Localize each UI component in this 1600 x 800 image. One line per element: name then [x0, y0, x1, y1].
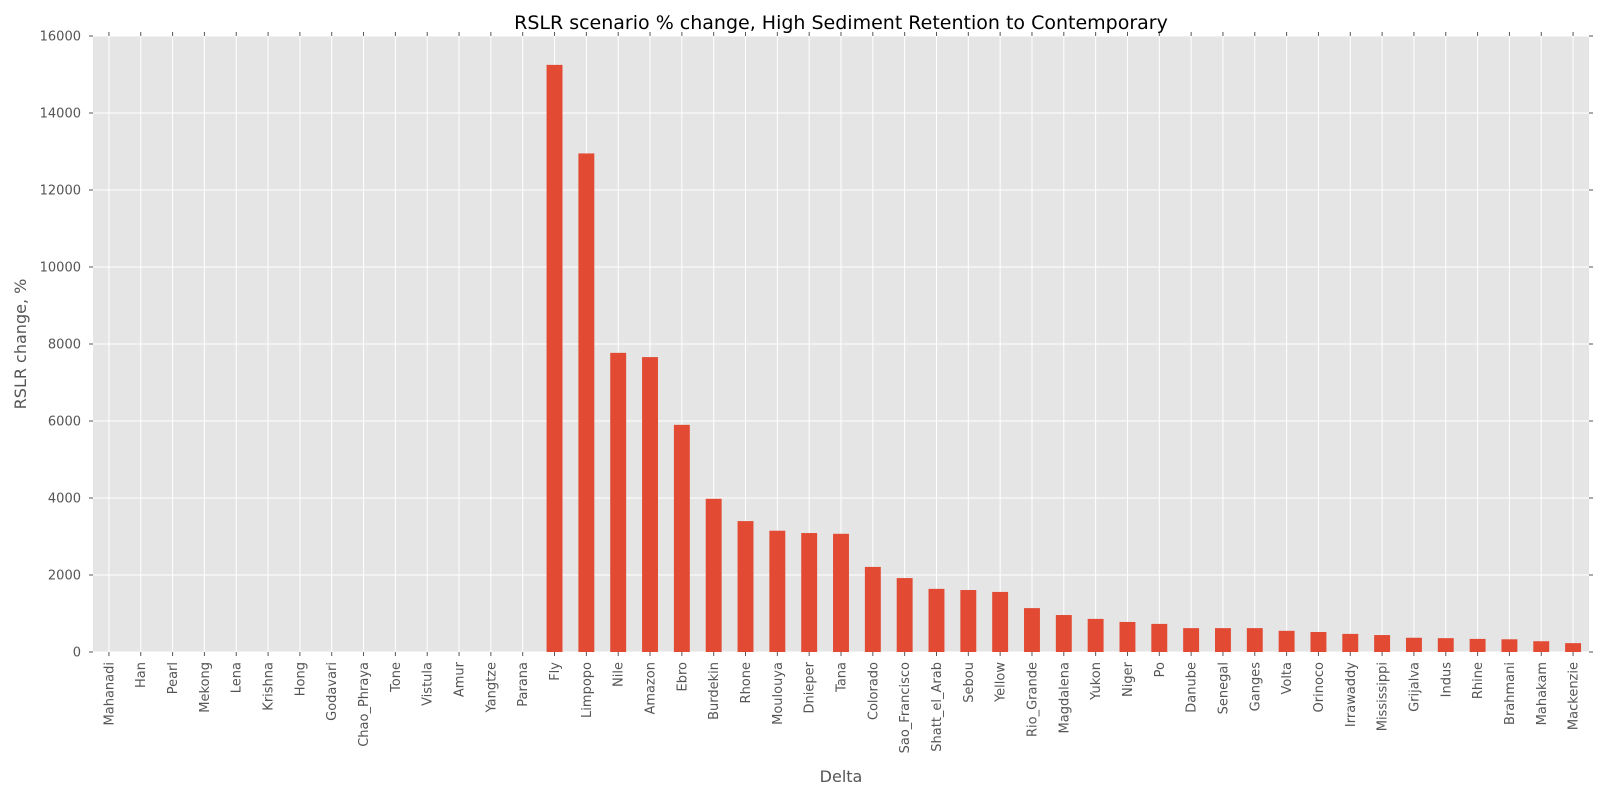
- bar-nile: [610, 352, 627, 652]
- y-tick-label: 4000: [48, 492, 81, 507]
- bar-indus: [1437, 638, 1454, 652]
- x-tick-label: Yukon: [1089, 662, 1104, 701]
- x-tick-label: Magdalena: [1057, 662, 1072, 733]
- x-tick-label: Danube: [1185, 662, 1200, 713]
- x-tick-label: Mahanadi: [102, 662, 117, 725]
- bar-moulouya: [769, 530, 786, 652]
- bar-senegal: [1215, 628, 1231, 652]
- x-tick-label: Colorado: [866, 662, 881, 720]
- bar-dnieper: [801, 533, 818, 652]
- bar-fly: [546, 64, 563, 652]
- x-tick-label: Rhone: [739, 662, 754, 703]
- grid-lines: [93, 35, 1589, 653]
- x-tick-label: Senegal: [1216, 662, 1231, 714]
- x-tick-label: Nile: [612, 662, 627, 687]
- x-tick-label: Mississippi: [1376, 662, 1391, 731]
- y-tick-label: 6000: [48, 415, 81, 430]
- bar-amazon: [642, 357, 658, 652]
- y-tick-labels: 0 2000 4000 6000 8000 10000 12000 14000 16000: [40, 30, 81, 661]
- x-tick-label: Mackenzie: [1567, 662, 1582, 730]
- bar-rhone: [737, 521, 754, 652]
- bar-rhine: [1469, 638, 1486, 652]
- x-tick-label: Chao_Phraya: [357, 662, 372, 747]
- x-tick-label: Grijalva: [1407, 662, 1422, 712]
- x-axis-label: Delta: [820, 767, 863, 786]
- x-tick-label: Vistula: [421, 662, 436, 706]
- x-tick-label: Orinoco: [1312, 662, 1327, 713]
- y-tick-label: 0: [73, 646, 81, 661]
- x-tick-label: Brahmani: [1503, 662, 1518, 725]
- x-tick-label: Tana: [835, 662, 850, 693]
- x-tick-label: Pearl: [166, 662, 181, 694]
- x-tick-label: Sebou: [962, 662, 977, 703]
- bar-volta: [1278, 630, 1295, 652]
- bar-yukon: [1087, 618, 1104, 652]
- y-tick-label: 14000: [40, 107, 81, 122]
- x-tick-label: Ganges: [1248, 662, 1263, 712]
- x-tick-label: Fly: [548, 662, 563, 681]
- x-tick-label: Indus: [1439, 662, 1454, 698]
- bar-orinoco: [1310, 631, 1327, 652]
- bar-irrawaddy: [1342, 633, 1359, 652]
- y-tick-label: 16000: [40, 30, 81, 45]
- bar-ganges: [1246, 628, 1263, 652]
- x-tick-label: Tone: [389, 662, 404, 693]
- x-tick-label: Han: [134, 662, 149, 688]
- y-tick-label: 12000: [40, 184, 81, 199]
- chart-title: RSLR scenario % change, High Sediment Re…: [514, 12, 1168, 34]
- bar-burdekin: [705, 498, 722, 652]
- x-tick-label: Hong: [293, 662, 308, 696]
- bars: [546, 64, 1582, 653]
- x-tick-label: Yangtze: [484, 662, 499, 714]
- x-tick-label: Lena: [230, 662, 245, 693]
- x-tick-label: Amazon: [644, 662, 659, 715]
- bar-yellow: [992, 591, 1009, 652]
- x-tick-label: Parana: [516, 662, 531, 707]
- x-tick-label: Burdekin: [707, 662, 722, 720]
- bar-mississippi: [1374, 635, 1391, 652]
- x-tick-label: Moulouya: [771, 662, 786, 725]
- x-tick-label: Godavari: [325, 662, 340, 721]
- y-tick-label: 8000: [48, 338, 81, 353]
- x-tick-label: Irrawaddy: [1344, 662, 1359, 727]
- x-tick-label: Niger: [1121, 661, 1136, 697]
- x-tick-label: Sao_Francisco: [898, 662, 913, 753]
- x-tick-label: Mekong: [198, 662, 213, 713]
- bar-ebro: [673, 424, 690, 652]
- x-tick-label: Rhine: [1471, 662, 1486, 699]
- y-tick-label: 2000: [48, 569, 81, 584]
- tick-marks: [89, 32, 1593, 656]
- bar-po: [1151, 623, 1168, 652]
- x-tick-label: Limpopo: [580, 662, 595, 718]
- x-tick-label: Mahakam: [1535, 662, 1550, 725]
- y-tick-label: 10000: [40, 261, 81, 276]
- bar-limpopo: [578, 153, 595, 653]
- bar-niger: [1119, 621, 1136, 652]
- x-tick-label: Krishna: [262, 662, 277, 711]
- x-tick-label: Volta: [1280, 662, 1295, 695]
- x-tick-labels: Mahanadi Han Pearl Mekong Lena Krishna Hong God…: [102, 661, 1581, 753]
- bar-brahmani: [1501, 639, 1518, 652]
- x-tick-label: Yellow: [994, 662, 1009, 703]
- x-tick-label: Ebro: [675, 662, 690, 692]
- bar-shatt-el-arab: [928, 588, 945, 652]
- bar-colorado: [864, 566, 881, 652]
- x-tick-label: Amur: [453, 661, 468, 697]
- x-tick-label: Po: [1153, 662, 1168, 677]
- bar-tana: [833, 533, 849, 652]
- bar-sebou: [960, 590, 977, 652]
- bar-danube: [1183, 628, 1200, 652]
- bar-sao-francisco: [896, 578, 913, 652]
- bar-grijalva: [1405, 637, 1422, 652]
- bar-mackenzie: [1565, 643, 1582, 652]
- y-axis-label: RSLR change, %: [11, 279, 30, 410]
- x-tick-label: Shatt_el_Arab: [930, 662, 945, 752]
- bar-magdalena: [1055, 615, 1072, 652]
- bar-mahakam: [1533, 641, 1550, 652]
- bar-rio-grande: [1024, 608, 1040, 652]
- x-tick-label: Dnieper: [803, 661, 818, 713]
- x-tick-label: Rio_Grande: [1025, 662, 1040, 737]
